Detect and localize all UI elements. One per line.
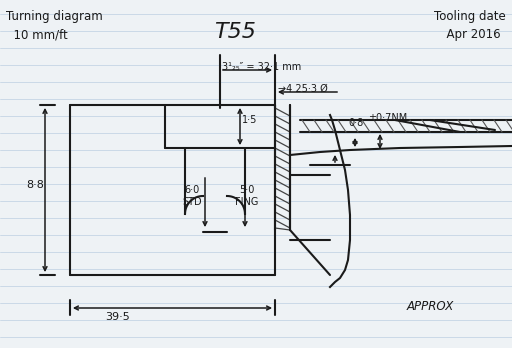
Text: T55: T55 [214,22,256,42]
Text: Turning diagram
  10 mm/ft: Turning diagram 10 mm/ft [6,10,103,41]
Text: Tooling date
  Apr 2016: Tooling date Apr 2016 [434,10,506,41]
Text: 1·5: 1·5 [242,115,258,125]
Text: 8·8: 8·8 [26,180,44,190]
Text: ±0·7NM: ±0·7NM [368,113,407,123]
Text: 39·5: 39·5 [105,312,130,322]
Text: 0·8: 0·8 [348,118,363,128]
Text: →4 25·3 Ø: →4 25·3 Ø [278,84,328,94]
Text: 6·0
STD: 6·0 STD [182,185,202,207]
Text: APPROX: APPROX [407,300,454,313]
Text: 3¹₂₅″ = 32·1 mm: 3¹₂₅″ = 32·1 mm [222,62,301,72]
Text: 5·0
FING: 5·0 FING [235,185,259,207]
